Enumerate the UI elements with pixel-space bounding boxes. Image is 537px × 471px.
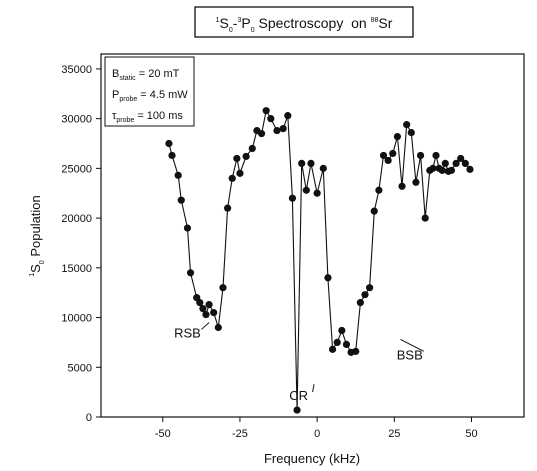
data-point (262, 107, 270, 115)
parameter-box-frame (104, 56, 195, 127)
data-point (210, 308, 218, 317)
data-point (338, 326, 346, 335)
data-point (199, 304, 207, 313)
plot-frame (100, 53, 525, 418)
annotation-pointer (201, 322, 210, 330)
parameter-box: Bstatic = 20 mT Pprobe = 4.5 mW τprobe =… (104, 56, 195, 127)
x-axis-title: Frequency (kHz) (264, 451, 360, 466)
data-point (416, 151, 425, 160)
data-point (202, 310, 210, 319)
data-point (313, 189, 321, 197)
title-box (194, 6, 414, 38)
annotation-label: CR (289, 388, 308, 403)
y-tick-label: 20000 (61, 213, 92, 225)
peak-annotations: RSB CR BSB (174, 322, 424, 403)
y-tick-label: 0 (86, 412, 92, 424)
data-point (242, 152, 250, 161)
data-point (461, 159, 469, 167)
data-point (457, 154, 465, 163)
param-tau-probe: τprobe = 100 ms (112, 110, 183, 124)
data-point (205, 301, 213, 309)
data-point (342, 340, 351, 348)
y-tick-label: 5000 (68, 362, 92, 374)
data-point (421, 214, 429, 222)
data-point (356, 299, 364, 307)
data-point (407, 128, 415, 137)
data-series (165, 107, 474, 414)
data-point (432, 151, 440, 160)
data-point (219, 284, 227, 292)
data-point (403, 121, 411, 129)
data-point (375, 186, 383, 194)
annotation-label: RSB (174, 325, 201, 340)
data-point (361, 291, 369, 299)
data-point (186, 269, 195, 277)
series-line (168, 109, 471, 411)
data-point (236, 169, 244, 177)
data-point (412, 178, 420, 186)
data-point (257, 129, 266, 138)
data-point (370, 207, 378, 215)
x-tick-label: -50 (155, 428, 171, 440)
param-p-probe: Pprobe = 4.5 mW (112, 89, 188, 103)
x-tick-label: -25 (232, 428, 248, 440)
x-tick-label: 0 (314, 428, 320, 440)
data-point (398, 182, 406, 190)
data-point (298, 159, 306, 167)
data-point (183, 224, 192, 232)
data-point (393, 132, 402, 141)
y-axis-title: 1S0 Population (28, 195, 46, 277)
y-tick-label: 30000 (61, 114, 92, 126)
data-point (196, 299, 204, 307)
data-point (333, 338, 341, 347)
data-point (177, 196, 185, 204)
data-point (302, 186, 310, 194)
x-tick-label: 50 (465, 428, 477, 440)
data-point (293, 406, 301, 414)
data-point (223, 204, 232, 212)
data-point (168, 151, 176, 160)
data-point (273, 126, 281, 135)
data-point (284, 112, 292, 120)
data-point (384, 156, 392, 165)
data-point (366, 284, 374, 292)
x-tick-label: 25 (388, 428, 400, 440)
data-point (319, 164, 327, 172)
annotation-pointer (400, 338, 424, 352)
annotation-label: BSB (397, 347, 423, 362)
axis-tick-labels: -50 -25 0 25 50 0 5000 10000 15000 20000 25000 3000… (61, 64, 477, 440)
chart-title: 1S0-3P0 Spectroscopy on 88Sr (194, 6, 414, 38)
data-point (447, 166, 456, 174)
data-point (288, 194, 297, 202)
y-tick-label: 25000 (61, 163, 92, 175)
annotation-pointer (312, 384, 315, 393)
data-point (379, 151, 388, 160)
data-point (248, 144, 256, 153)
data-point (214, 323, 222, 332)
data-point (233, 154, 241, 163)
data-point (228, 174, 236, 182)
y-tick-label: 15000 (61, 263, 92, 275)
data-point (267, 115, 275, 123)
data-point (452, 159, 460, 167)
title-text: 1S0-3P0 Spectroscopy on 88Sr (216, 15, 393, 34)
data-point (324, 274, 332, 282)
data-point (328, 345, 337, 353)
param-b-static: Bstatic = 20 mT (112, 68, 180, 82)
y-tick-label: 10000 (61, 313, 92, 325)
data-point (165, 139, 173, 148)
data-point (279, 124, 287, 133)
data-point (429, 164, 437, 172)
axis-ticks (96, 68, 473, 422)
data-point (438, 166, 446, 174)
data-point (389, 149, 397, 158)
data-point (174, 171, 182, 179)
data-point (466, 165, 474, 173)
y-tick-label: 35000 (61, 64, 92, 76)
data-point (441, 159, 449, 167)
data-point (352, 347, 360, 355)
data-point (307, 159, 315, 167)
